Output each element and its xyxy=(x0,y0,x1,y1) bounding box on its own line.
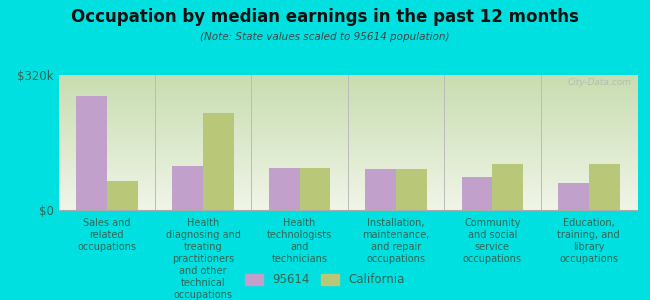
Bar xyxy=(107,181,138,210)
Bar xyxy=(365,169,396,210)
Bar xyxy=(462,177,492,210)
Text: (Note: State values scaled to 95614 population): (Note: State values scaled to 95614 popu… xyxy=(200,32,450,41)
Text: City-Data.com: City-Data.com xyxy=(567,78,631,87)
Bar xyxy=(172,166,203,210)
Bar xyxy=(300,168,330,210)
Bar xyxy=(589,164,619,210)
Bar xyxy=(76,96,107,210)
Legend: 95614, California: 95614, California xyxy=(240,269,410,291)
Bar xyxy=(558,183,589,210)
Bar xyxy=(203,113,234,210)
Bar xyxy=(268,168,300,210)
Bar xyxy=(396,169,427,210)
Bar xyxy=(493,164,523,210)
Text: Occupation by median earnings in the past 12 months: Occupation by median earnings in the pas… xyxy=(71,8,579,26)
